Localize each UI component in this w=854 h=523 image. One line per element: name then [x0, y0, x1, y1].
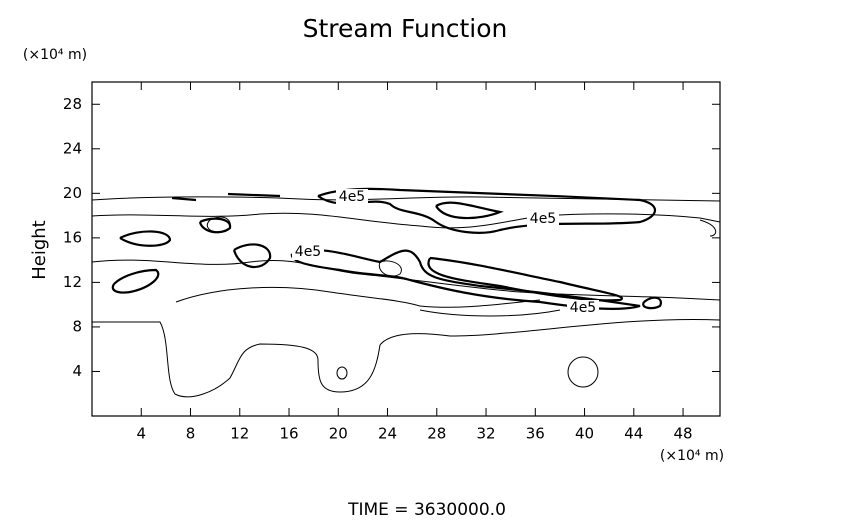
y-tick-label: 4 — [72, 362, 82, 380]
x-tick-label: 16 — [279, 425, 298, 443]
x-tick-label: 36 — [526, 425, 545, 443]
contours — [91, 187, 721, 398]
y-tick-label: 12 — [63, 273, 82, 291]
x-tick-label: 4 — [136, 425, 146, 443]
x-tick-label: 20 — [329, 425, 348, 443]
contour-label-bg — [527, 211, 559, 227]
y-tick-label: 24 — [63, 139, 82, 157]
x-tick-label: 48 — [674, 425, 693, 443]
y-unit: (×10⁴ m) — [23, 47, 87, 63]
footer: TIME = 3630000.0 — [347, 500, 506, 519]
contour-label: 4e5 — [570, 300, 596, 316]
contour-label: 4e5 — [339, 189, 365, 205]
x-tick-label: 44 — [624, 425, 643, 443]
y-tick-label: 28 — [63, 95, 82, 113]
x-tick-label: 12 — [230, 425, 249, 443]
contour-label-bg — [336, 189, 368, 205]
x-tick-label: 32 — [476, 425, 495, 443]
y-tick-label: 8 — [72, 317, 82, 335]
contour-label-bg — [567, 300, 599, 316]
x-tick-label: 8 — [186, 425, 196, 443]
y-tick-label: 20 — [63, 184, 82, 202]
y-tick-label: 16 — [63, 228, 82, 246]
contour-label: 4e5 — [295, 244, 321, 260]
x-tick-label: 24 — [378, 425, 397, 443]
x-tick-label: 28 — [427, 425, 446, 443]
x-tick-label: 40 — [575, 425, 594, 443]
y-axis-label: Height — [29, 220, 50, 280]
chart-title: Stream Function — [303, 14, 508, 43]
contour-label-bg — [292, 244, 324, 260]
contour-label: 4e5 — [530, 211, 556, 227]
plot-frame — [91, 81, 721, 417]
x-unit: (×10⁴ m) — [660, 448, 724, 464]
